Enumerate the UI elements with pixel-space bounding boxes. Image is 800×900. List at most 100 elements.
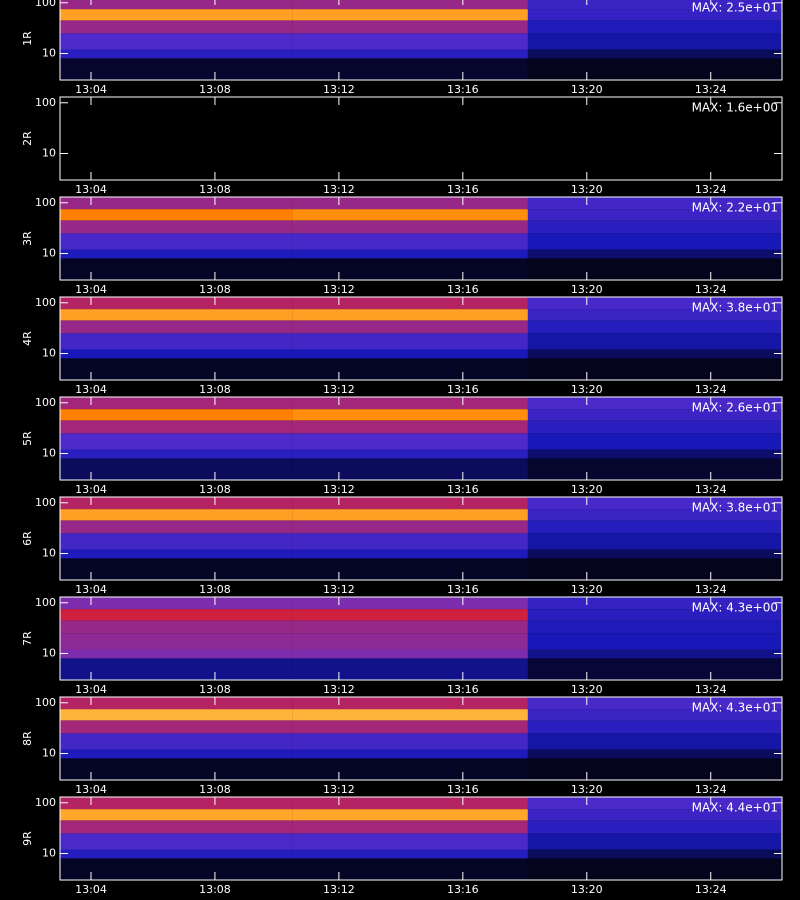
heatmap-cell (292, 558, 528, 580)
heatmap-cell (60, 133, 293, 150)
y-tick-label: 10 (42, 146, 56, 159)
panel: 10 100 13:04 13:08 13:12 13:16 13:20 13:24 2R MAX… (21, 96, 783, 196)
heatmap-cell (527, 97, 782, 110)
heatmap-cell (292, 97, 528, 110)
heatmap-cell (60, 649, 293, 659)
panel: 10 100 13:04 13:08 13:12 13:16 13:20 13:24 8R MAX… (21, 696, 783, 796)
y-axis-label: 1R (21, 31, 34, 46)
heatmap-cell (292, 458, 528, 480)
y-tick-label: 100 (35, 296, 56, 309)
heatmap-cell (527, 333, 782, 350)
heatmap-cell (292, 549, 528, 559)
heatmap-cell (292, 297, 528, 310)
heatmap-cell (60, 220, 293, 234)
heatmap-cell (60, 333, 293, 350)
x-tick-label: 13:08 (199, 183, 231, 196)
max-annotation: MAX: 3.8e+01 (692, 301, 778, 315)
heatmap-cell (60, 458, 293, 480)
y-tick-label: 100 (35, 0, 56, 9)
heatmap-cell (527, 520, 782, 534)
heatmap-cell (60, 497, 293, 510)
x-tick-label: 13:16 (447, 783, 479, 796)
heatmap-cell (60, 520, 293, 534)
x-tick-label: 13:24 (695, 883, 727, 896)
heatmap-cell (527, 409, 782, 421)
heatmap-cell (527, 420, 782, 434)
heatmap-cell (60, 33, 293, 50)
x-tick-label: 13:12 (323, 583, 355, 596)
panel: 10 100 13:04 13:08 13:12 13:16 13:20 13:24 6R MAX… (21, 496, 783, 596)
x-tick-label: 13:08 (199, 483, 231, 496)
heatmap-cell (292, 649, 528, 659)
panel-frame (59, 0, 783, 81)
heatmap-cell (60, 320, 293, 334)
heatmap-cell (292, 597, 528, 610)
heatmap-cell (60, 558, 293, 580)
panel-frame (59, 596, 783, 681)
heatmap-cell (60, 609, 293, 621)
heatmap-cell (60, 509, 293, 521)
x-tick-label: 13:08 (199, 383, 231, 396)
max-annotation: MAX: 2.2e+01 (692, 201, 778, 215)
heatmap-cell (527, 397, 782, 410)
max-annotation: MAX: 2.5e+01 (692, 1, 778, 15)
heatmap-cell (292, 797, 528, 810)
heatmap-cell (60, 358, 293, 380)
heatmap-cell (60, 758, 293, 780)
heatmap-cell (527, 358, 782, 380)
heatmap-cell (527, 858, 782, 880)
heatmap-cell (292, 658, 528, 680)
y-tick-label: 100 (35, 696, 56, 709)
x-tick-label: 13:16 (447, 83, 479, 96)
heatmap-cell (292, 149, 528, 159)
heatmap-cell (60, 120, 293, 134)
heatmap-cell (292, 233, 528, 250)
x-tick-label: 13:16 (447, 583, 479, 596)
heatmap-cell (60, 309, 293, 321)
x-tick-label: 13:04 (75, 583, 107, 596)
panel: 10 100 13:04 13:08 13:12 13:16 13:20 13:24 3R MAX… (21, 196, 783, 296)
heatmap-cell (292, 9, 528, 21)
heatmap-cell (527, 509, 782, 521)
heatmap-cell (60, 420, 293, 434)
heatmap-cell (60, 597, 293, 610)
heatmap-cell (527, 849, 782, 859)
heatmap-cell (292, 409, 528, 421)
heatmap-cell (60, 0, 293, 10)
x-tick-label: 13:04 (75, 783, 107, 796)
heatmap-cell (527, 649, 782, 659)
y-axis-label: 9R (21, 831, 34, 846)
heatmap-cell (60, 149, 293, 159)
y-tick-label: 10 (42, 346, 56, 359)
max-annotation: MAX: 4.4e+01 (692, 801, 778, 815)
x-tick-label: 13:24 (695, 183, 727, 196)
x-tick-label: 13:04 (75, 83, 107, 96)
heatmap-cell (292, 49, 528, 59)
heatmap-cell (527, 820, 782, 834)
x-tick-label: 13:20 (571, 883, 603, 896)
heatmap-cell (292, 633, 528, 650)
heatmap-cell (527, 758, 782, 780)
x-tick-label: 13:20 (571, 383, 603, 396)
heatmap-cell (292, 497, 528, 510)
x-tick-label: 13:04 (75, 883, 107, 896)
x-tick-label: 13:24 (695, 483, 727, 496)
heatmap-cell (292, 333, 528, 350)
x-tick-label: 13:04 (75, 283, 107, 296)
heatmap-cell (292, 449, 528, 459)
heatmap-cell (527, 809, 782, 821)
x-tick-label: 13:20 (571, 283, 603, 296)
x-tick-label: 13:08 (199, 683, 231, 696)
heatmap-cell (60, 109, 293, 121)
heatmap-cell (60, 797, 293, 810)
heatmap-cell (527, 297, 782, 310)
heatmap-cell (527, 697, 782, 710)
heatmap-cell (527, 20, 782, 34)
y-tick-label: 100 (35, 596, 56, 609)
heatmap-cell (60, 233, 293, 250)
heatmap-cell (60, 620, 293, 634)
heatmap-cell (60, 209, 293, 221)
heatmap-cell (527, 209, 782, 221)
heatmap-cell (60, 809, 293, 821)
